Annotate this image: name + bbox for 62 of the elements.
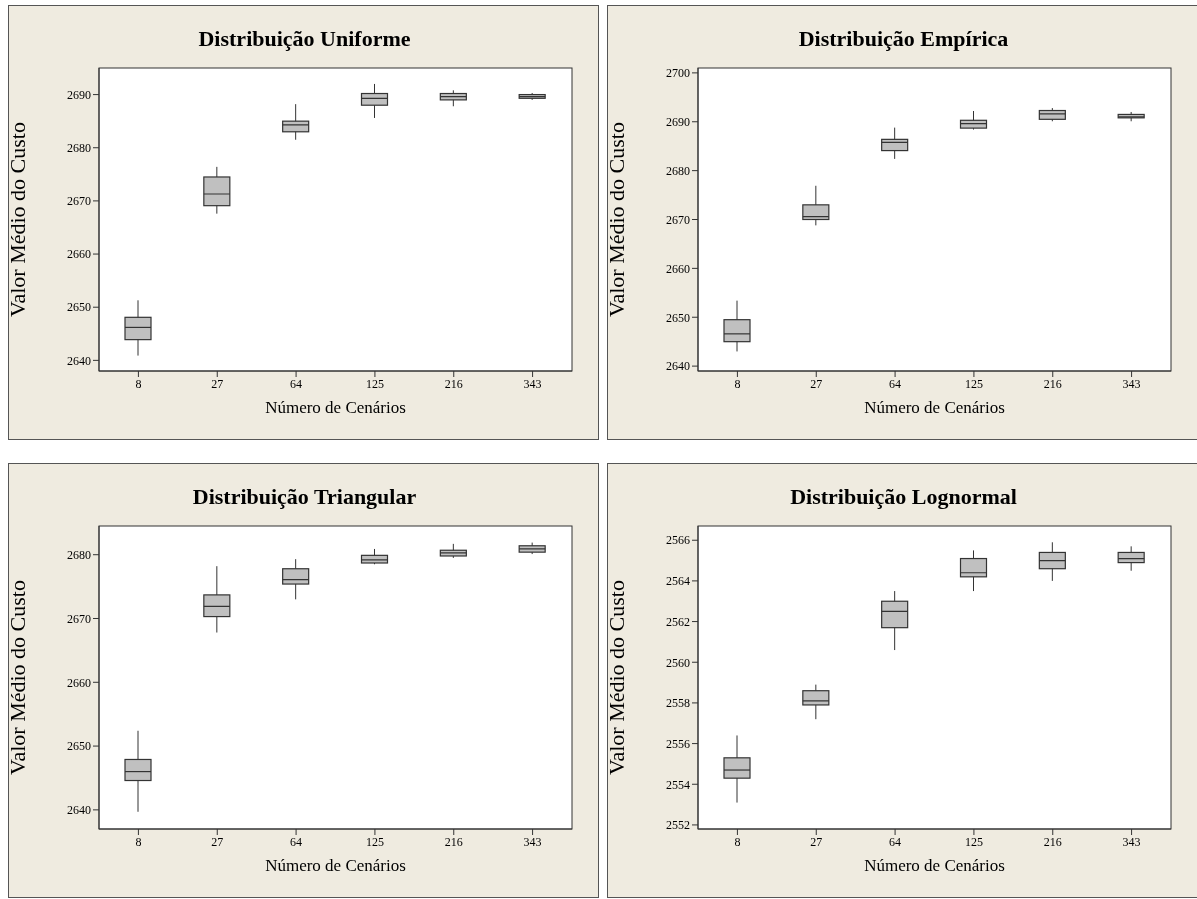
chart-title: Distribuição Empírica: [797, 26, 1010, 52]
y-tick-label: 2552: [666, 818, 690, 833]
chart-title: Distribuição Uniforme: [197, 26, 412, 52]
x-tick-label: 125: [365, 376, 384, 391]
x-tick-label: 8: [734, 834, 741, 849]
y-tick-label: 2680: [67, 141, 91, 155]
x-tick-label: 216: [1043, 834, 1062, 849]
x-tick-label: 27: [810, 376, 823, 391]
y-tick-label: 2566: [666, 533, 690, 548]
y-axis-title: Valor Médio do Custo: [4, 580, 30, 775]
x-tick-label: 216: [444, 834, 463, 849]
x-axis-title: Número de Cenários: [864, 856, 1005, 875]
x-tick-label: 125: [365, 834, 384, 849]
y-tick-label: 2660: [67, 247, 91, 262]
y-tick-label: 2564: [666, 574, 690, 589]
x-tick-label: 27: [810, 834, 823, 849]
x-axis-title: Número de Cenários: [265, 856, 406, 875]
y-tick-label: 2640: [67, 803, 91, 818]
y-tick-label: 2640: [666, 359, 690, 374]
y-tick-label: 2690: [666, 115, 690, 130]
x-axis-title: Número de Cenários: [864, 398, 1005, 417]
x-tick-label: 216: [1043, 376, 1062, 391]
x-tick-label: 216: [444, 376, 463, 391]
y-tick-label: 2700: [666, 66, 690, 81]
x-tick-label: 27: [211, 376, 224, 391]
y-tick-label: 2680: [666, 163, 690, 178]
x-tick-label: 8: [734, 376, 741, 391]
y-tick-label: 2650: [67, 739, 91, 754]
x-tick-label: 27: [211, 834, 224, 849]
x-axis-title: Número de Cenários: [265, 398, 406, 417]
x-tick-label: 343: [523, 834, 542, 849]
x-tick-label: 125: [964, 376, 983, 391]
x-tick-label: 125: [964, 834, 983, 849]
y-tick-label: 2690: [67, 87, 91, 102]
x-tick-label: 64: [889, 834, 902, 849]
x-tick-label: 64: [290, 834, 303, 849]
y-tick-label: 2556: [666, 736, 690, 751]
y-tick-label: 2670: [67, 194, 91, 209]
x-tick-label: 64: [889, 376, 902, 391]
y-tick-label: 2554: [666, 777, 690, 792]
y-tick-label: 2560: [666, 655, 690, 670]
y-tick-label: 2650: [666, 310, 690, 325]
x-tick-label: 343: [1122, 376, 1141, 391]
y-tick-label: 2660: [67, 675, 91, 690]
x-tick-label: 64: [290, 376, 303, 391]
y-tick-label: 2558: [666, 696, 690, 711]
x-tick-label: 8: [135, 834, 142, 849]
y-tick-label: 2650: [67, 300, 91, 315]
y-tick-label: 2660: [666, 261, 690, 276]
y-tick-label: 2640: [67, 353, 91, 368]
chart-title: Distribuição Lognormal: [789, 484, 1018, 510]
y-axis-title: Valor Médio do Custo: [603, 580, 629, 775]
y-tick-label: 2670: [67, 611, 91, 626]
x-tick-label: 343: [1122, 834, 1141, 849]
x-tick-label: 343: [523, 376, 542, 391]
y-tick-label: 2562: [666, 614, 690, 629]
y-axis-title: Valor Médio do Custo: [4, 122, 30, 317]
chart-title: Distribuição Triangular: [191, 484, 418, 510]
y-tick-label: 2680: [67, 547, 91, 562]
y-axis-title: Valor Médio do Custo: [603, 122, 629, 317]
x-tick-label: 8: [135, 376, 142, 391]
y-tick-label: 2670: [666, 212, 690, 227]
